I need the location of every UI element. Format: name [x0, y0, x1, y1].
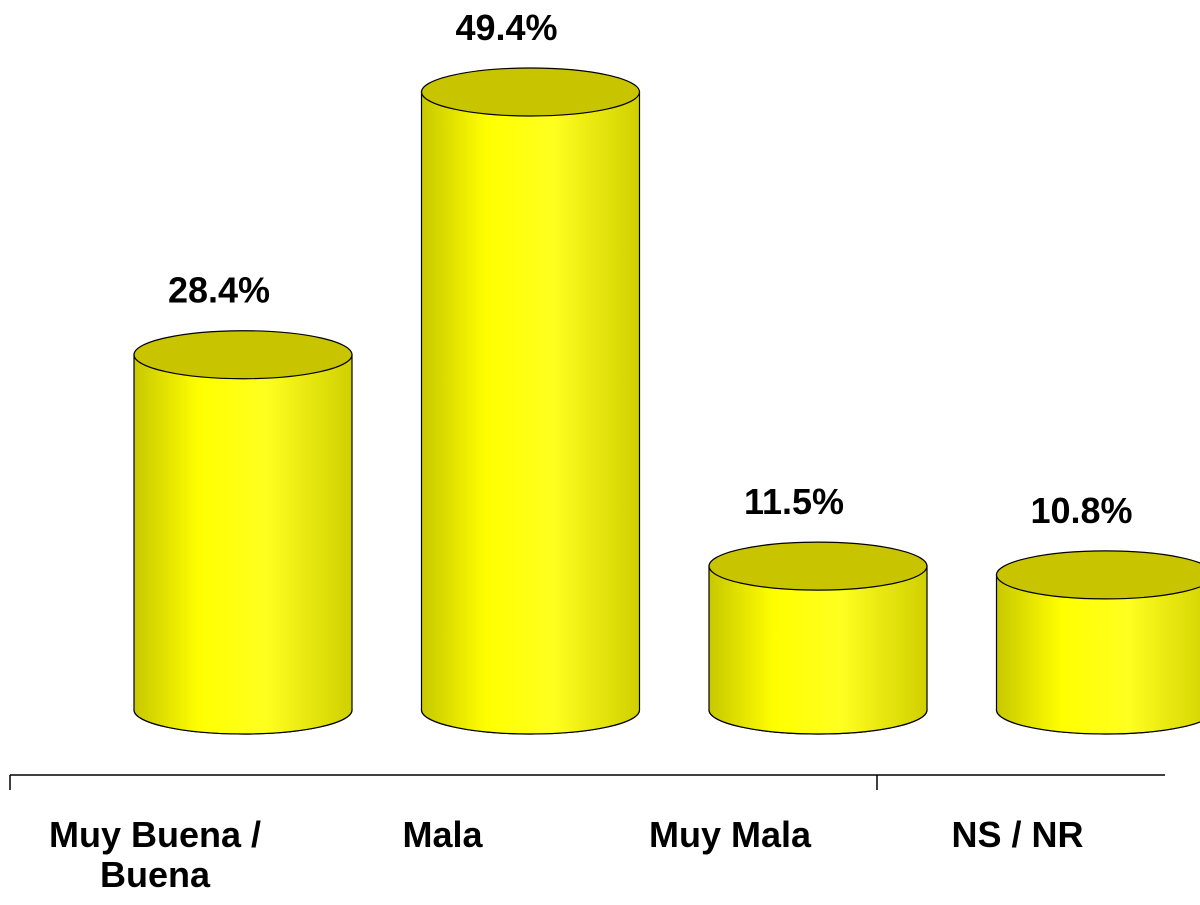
cylinder-top: [420, 67, 641, 117]
bar: [708, 565, 928, 735]
cylinder-top: [995, 550, 1200, 600]
value-label: 49.4%: [455, 7, 557, 48]
value-label: 11.5%: [744, 481, 844, 522]
x-tick-label: Muy Mala: [648, 814, 812, 855]
bar: [133, 354, 353, 735]
bar: [995, 574, 1200, 735]
value-label: 10.8%: [1030, 490, 1132, 531]
cylinder-top: [708, 541, 928, 591]
x-tick-label: Mala: [402, 814, 483, 855]
bar: [420, 91, 641, 735]
x-tick-label: NS / NR: [951, 814, 1084, 855]
x-tick-label: Muy Buena / Buena: [48, 814, 262, 895]
cylinder-top: [133, 330, 353, 380]
value-label: 28.4%: [168, 270, 270, 311]
